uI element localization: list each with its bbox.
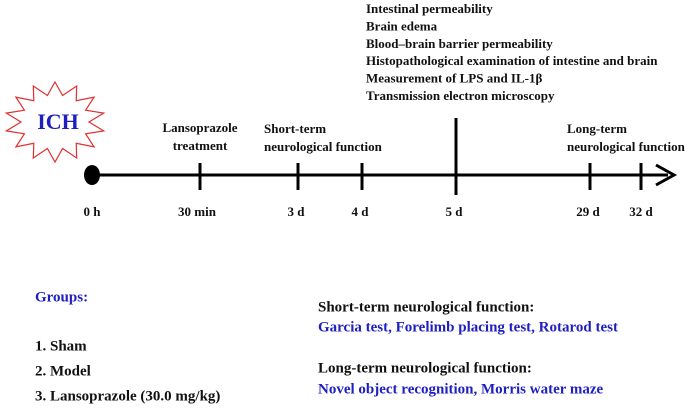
test-detail: Garcia test, Forelimb placing test, Rota… — [318, 319, 618, 335]
outcome-item: Measurement of LPS and IL-1β — [366, 71, 542, 86]
time-label: 0 h — [84, 204, 102, 219]
outcome-item: Blood–brain barrier permeability — [366, 36, 553, 51]
group-item: 3. Lansoprazole (30.0 mg/kg) — [35, 388, 220, 404]
time-label: 5 d — [446, 204, 464, 219]
treatment-label: treatment — [173, 138, 228, 153]
groups-title: Groups: — [35, 289, 88, 305]
time-label: 30 min — [178, 204, 217, 219]
time-label: 32 d — [629, 204, 653, 219]
group-item: 1. Sham — [35, 338, 87, 354]
outcome-item: Histopathological examination of intesti… — [366, 53, 658, 68]
time-label: 29 d — [576, 204, 600, 219]
long-term-label: neurological function — [567, 139, 686, 154]
test-detail: Novel object recognition, Morris water m… — [318, 381, 604, 397]
time-label: 4 d — [352, 204, 370, 219]
outcome-item: Intestinal permeability — [366, 1, 493, 16]
arrow-head — [655, 163, 678, 187]
ticks — [198, 118, 643, 195]
long-term-label: Long-term — [567, 121, 627, 136]
starburst — [4, 80, 106, 164]
event-label: ICH — [37, 109, 79, 134]
test-title: Long-term neurological function: — [318, 360, 532, 376]
short-term-label: Short-term — [264, 121, 326, 136]
test-title: Short-term neurological function: — [318, 299, 534, 315]
outcome-item: Transmission electron microscopy — [366, 88, 555, 103]
group-item: 2. Model — [35, 363, 91, 379]
outcome-item: Brain edema — [366, 18, 438, 33]
short-term-label: neurological function — [264, 139, 383, 154]
treatment-label: Lansoprazole — [162, 120, 237, 135]
time-label: 3 d — [288, 204, 306, 219]
